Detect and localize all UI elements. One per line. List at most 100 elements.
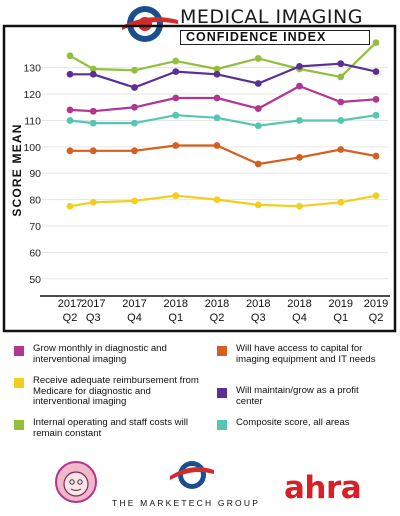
- mascot-logo-icon: [55, 461, 97, 503]
- data-point: [66, 70, 74, 78]
- x-tick-label-year: 2018: [205, 298, 229, 310]
- data-point: [89, 119, 97, 127]
- x-tick-label-year: 2019: [364, 298, 388, 310]
- data-point: [254, 160, 262, 168]
- data-point: [89, 65, 97, 73]
- data-point: [66, 106, 74, 114]
- data-point: [372, 95, 380, 103]
- legend-label: Receive adequate reimbursement from Medi…: [33, 375, 199, 407]
- data-point: [337, 117, 345, 124]
- x-tick-label-year: 2018: [164, 298, 188, 310]
- x-tick-label-quarter: Q1: [168, 312, 183, 324]
- data-point: [89, 107, 97, 115]
- data-point: [172, 111, 180, 119]
- x-tick-label-quarter: Q1: [333, 312, 348, 324]
- data-point: [89, 198, 97, 206]
- y-tick-label: 60: [29, 247, 41, 259]
- data-point: [337, 146, 345, 153]
- data-point: [131, 147, 138, 155]
- legend-swatch: [14, 346, 24, 356]
- data-point: [372, 192, 380, 200]
- data-point: [131, 197, 138, 205]
- title-medical-imaging: MEDICAL IMAGING: [180, 6, 363, 28]
- series-line-5: [69, 194, 377, 208]
- legend-swatch: [217, 388, 227, 398]
- legend-swatch: [14, 378, 24, 388]
- legend-label: Will have access to capital for imaging …: [236, 343, 376, 365]
- title-confidence-index: CONFIDENCE INDEX: [186, 30, 327, 44]
- x-tick-label-year: 2017: [81, 298, 105, 310]
- data-point: [213, 142, 221, 149]
- data-point: [254, 201, 262, 209]
- footer: [0, 452, 400, 516]
- data-point: [296, 62, 303, 70]
- data-point: [131, 119, 138, 127]
- x-tick-label-quarter: Q4: [292, 312, 307, 324]
- legend-label: Internal operating and staff costs will …: [33, 417, 189, 439]
- marketech-group-label: THE MARKETECH GROUP: [112, 498, 261, 508]
- data-point: [89, 70, 97, 78]
- data-point: [296, 154, 303, 161]
- data-point: [172, 94, 180, 102]
- data-point: [372, 152, 380, 160]
- legend-item-profit-center: Will maintain/grow as a profit center: [217, 385, 367, 407]
- legend-item-grow-monthly: Grow monthly in diagnostic and intervent…: [14, 343, 204, 365]
- legend-swatch: [14, 420, 24, 430]
- legend-item-operating-costs: Internal operating and staff costs will …: [14, 417, 204, 439]
- chart-frame: [2, 24, 397, 333]
- data-point: [66, 52, 74, 60]
- data-point: [131, 84, 138, 91]
- data-point: [66, 117, 74, 124]
- header: MEDICAL IMAGING CONFIDENCE INDEX: [0, 0, 400, 46]
- medical-imaging-logo-icon: [122, 6, 178, 42]
- marketech-logo-icon: [170, 461, 214, 489]
- legend-item-access-capital: Will have access to capital for imaging …: [217, 343, 387, 365]
- data-point: [131, 103, 138, 111]
- legend-swatch: [217, 420, 227, 430]
- data-point: [66, 147, 74, 155]
- legend-label: Composite score, all areas: [236, 417, 350, 428]
- series-line-2: [69, 84, 377, 113]
- x-tick-label-quarter: Q3: [251, 312, 266, 324]
- x-tick-label-year: 2017: [122, 298, 146, 310]
- data-point: [213, 65, 221, 73]
- data-point: [296, 82, 303, 90]
- legend: Grow monthly in diagnostic and intervent…: [14, 340, 394, 450]
- data-point: [172, 68, 180, 76]
- x-tick-label-quarter: Q2: [210, 312, 225, 324]
- series-line-4: [70, 144, 377, 166]
- data-point: [254, 122, 262, 130]
- data-point: [372, 39, 380, 46]
- y-tick-label: 80: [29, 195, 41, 207]
- series-line-0: [69, 41, 377, 79]
- data-point: [372, 111, 380, 119]
- data-point: [337, 198, 345, 206]
- data-point: [254, 80, 262, 87]
- x-tick-label-year: 2019: [329, 298, 353, 310]
- data-point: [296, 202, 303, 210]
- y-axis-label: SCORE MEAN: [10, 123, 24, 216]
- title-box: [180, 30, 370, 45]
- data-point: [213, 114, 221, 122]
- y-tick-label: 100: [23, 142, 41, 154]
- data-point: [254, 55, 262, 62]
- data-point: [213, 196, 221, 204]
- data-point: [372, 68, 380, 76]
- x-tick-label-year: 2018: [287, 298, 311, 310]
- legend-item-composite: Composite score, all areas: [217, 417, 387, 430]
- y-tick-label: 110: [24, 115, 41, 127]
- data-point: [131, 66, 138, 74]
- y-tick-label: 50: [29, 274, 41, 286]
- legend-swatch: [217, 346, 227, 356]
- legend-label: Will maintain/grow as a profit center: [236, 385, 359, 407]
- x-tick-label-quarter: Q2: [369, 312, 384, 324]
- y-tick-label: 90: [29, 168, 41, 180]
- y-tick-label: 120: [23, 89, 41, 101]
- x-tick-label-year: 2017: [58, 298, 82, 310]
- data-point: [172, 57, 180, 65]
- data-point: [296, 117, 303, 124]
- data-point: [89, 147, 97, 155]
- x-tick-label-quarter: Q2: [63, 312, 78, 324]
- x-tick-label-quarter: Q4: [127, 312, 142, 324]
